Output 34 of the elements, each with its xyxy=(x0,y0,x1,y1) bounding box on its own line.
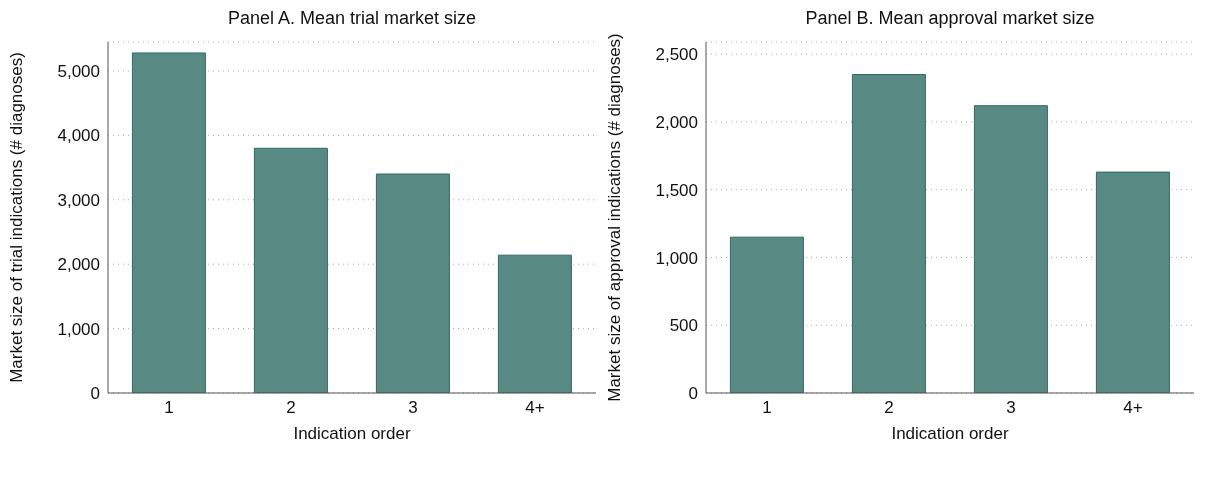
x-axis-title: Indication order xyxy=(293,424,411,443)
y-axis-title: Market size of trial indications (# diagnoses) xyxy=(7,52,27,383)
y-tick-label: 1,000 xyxy=(57,319,100,339)
y-tick-label: 2,000 xyxy=(57,255,100,275)
bar xyxy=(973,105,1048,393)
chart-title: Panel B. Mean approval market size xyxy=(804,8,1096,30)
y-tick-label: 2,500 xyxy=(655,45,698,65)
y-tick-label: 1,500 xyxy=(655,180,698,200)
bar xyxy=(497,254,572,393)
x-axis-title: Indication order xyxy=(891,424,1009,443)
x-tick-label: 3 xyxy=(1006,398,1016,418)
y-tick-label: 1,000 xyxy=(655,248,698,268)
y-tick-label: 4,000 xyxy=(57,126,100,146)
x-tick-label: 3 xyxy=(408,398,418,418)
x-tick-label: 4+ xyxy=(525,398,545,418)
chart-title: Panel A. Mean trial market size xyxy=(226,8,478,30)
bar xyxy=(131,52,206,393)
y-tick-label: 0 xyxy=(90,384,100,404)
x-tick-label: 4+ xyxy=(1123,398,1143,418)
y-tick-label: 2,000 xyxy=(655,112,698,132)
x-tick-label: 2 xyxy=(884,398,894,418)
y-tick-label: 500 xyxy=(669,316,698,336)
x-tick-label: 1 xyxy=(762,398,772,418)
y-tick-label: 5,000 xyxy=(57,62,100,82)
bar xyxy=(851,74,926,393)
bar xyxy=(375,173,450,393)
y-axis-title: Market size of approval indications (# diagnoses) xyxy=(605,33,625,402)
y-tick-label: 3,000 xyxy=(57,190,100,210)
bar xyxy=(729,236,804,393)
x-tick-label: 2 xyxy=(286,398,296,418)
bar xyxy=(1095,171,1170,393)
y-tick-label: 0 xyxy=(688,384,698,404)
x-tick-label: 1 xyxy=(164,398,174,418)
bar xyxy=(253,147,328,393)
